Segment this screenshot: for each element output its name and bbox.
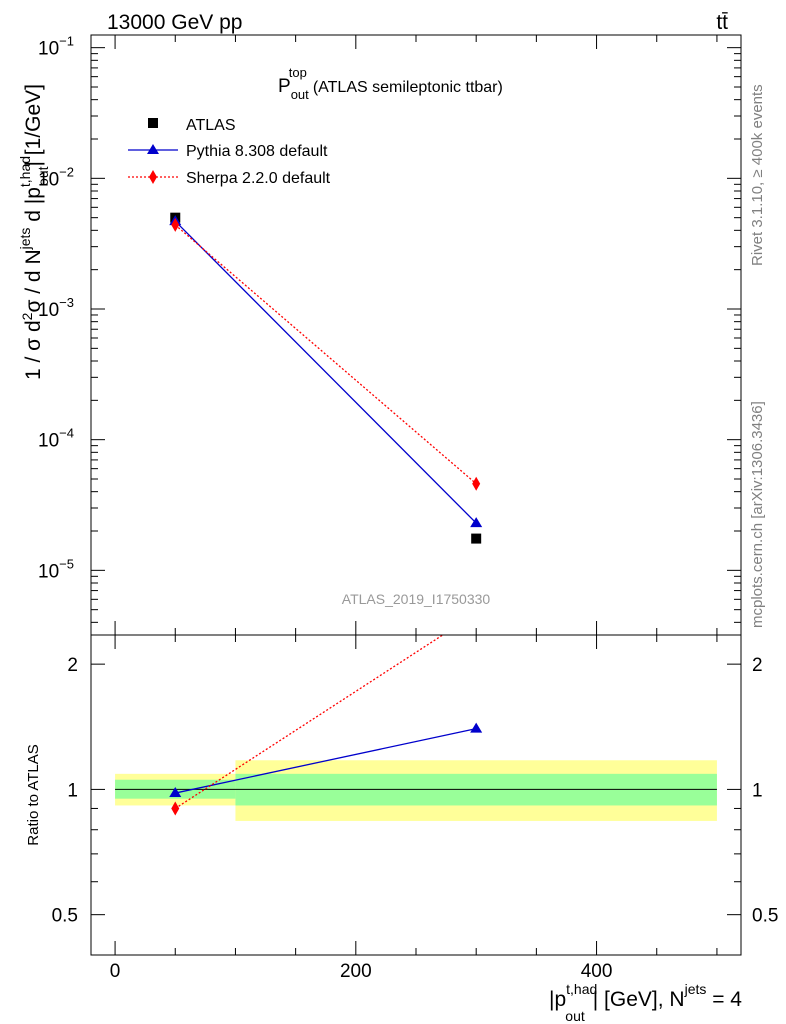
ratio-x-label: |pt,had out | [GeV], Njets = 4	[549, 981, 742, 1024]
xlabel-sup2: jets	[684, 981, 707, 997]
main-y-tick-base: 10	[38, 561, 59, 582]
ratio-line-pythia	[175, 727, 477, 794]
main-y-tick-exp: −1	[59, 34, 74, 49]
legend-marker-sherpa	[149, 170, 157, 184]
xlabel-sup: t,had	[566, 981, 597, 997]
plot-title: Pout top (ATLAS semileptonic ttbar)	[278, 65, 503, 102]
main-y-tick-label: 10−1	[38, 34, 74, 60]
plot-title-sub: out	[291, 87, 309, 102]
ratio-point-pythia	[470, 722, 483, 733]
ratio-series	[169, 635, 483, 816]
plot-title-main: P	[278, 76, 291, 97]
analysis-label: ATLAS_2019_I1750330	[342, 591, 491, 607]
mcplots-note: mcplots.cern.ch [arXiv:1306.3436]	[749, 401, 766, 628]
ratio-y-label: Ratio to ATLAS	[25, 744, 42, 845]
main-y-tick-exp: −3	[59, 295, 74, 310]
legend-label-atlas: ATLAS	[186, 117, 236, 134]
plot-title-rest: (ATLAS semileptonic ttbar)	[313, 79, 503, 96]
main-point-pythia	[470, 517, 483, 528]
main-y-tick-label: 10−5	[38, 556, 74, 582]
main-y-ticks: 10−510−410−310−210−1	[38, 34, 741, 623]
main-y-label: 1 / σ d2σ / d Njets d |pt,had out| [1/GeV…	[17, 84, 51, 380]
main-x-ticks	[114, 35, 718, 635]
main-y-tick-label: 10−3	[38, 295, 74, 321]
main-point-atlas	[471, 533, 482, 544]
main-line-pythia	[174, 220, 477, 524]
ratio-bands	[115, 760, 717, 821]
legend-label-sherpa: Sherpa 2.2.0 default	[186, 170, 331, 187]
main-y-tick-exp: −5	[59, 556, 74, 571]
main-y-tick-label: 10−2	[38, 164, 74, 190]
ratio-y-tick-label: 1	[67, 780, 78, 801]
xlabel-pre: |p	[549, 988, 566, 1011]
legend-marker-pythia	[147, 144, 159, 154]
ratio-x-tick-label: 0	[110, 961, 121, 982]
legend: ATLAS Pythia 8.308 default Sherpa 2.2.0 …	[128, 117, 331, 187]
xlabel-mid: | [GeV], N	[593, 988, 685, 1011]
ratio-x-ticks: 0 200 400	[110, 635, 718, 982]
ratio-x-tick-label: 200	[340, 961, 372, 982]
main-y-tick-base: 10	[38, 431, 59, 452]
ratio-point-pythia	[169, 787, 182, 798]
legend-label-pythia: Pythia 8.308 default	[186, 143, 328, 160]
ratio-panel: 0.5 0.5 1 1 2 2 0 200 400 Ratio to ATLAS |pt,ha…	[25, 634, 778, 1024]
main-series	[169, 212, 483, 544]
ratio-y-tick-label-right: 2	[752, 655, 763, 676]
main-y-tick-base: 10	[38, 169, 59, 190]
xlabel-sub: out	[565, 1008, 585, 1024]
main-y-tick-exp: −4	[59, 426, 74, 441]
ratio-series-clip	[169, 635, 483, 816]
process-label: tt̄	[716, 11, 728, 34]
ratio-point-sherpa	[171, 801, 180, 816]
main-y-tick-exp: −2	[59, 164, 74, 179]
main-panel: 10−510−410−310−210−1 Pouttop(ATLAS semil…	[17, 34, 742, 636]
legend-marker-atlas	[148, 118, 158, 128]
main-y-tick-label: 10−4	[38, 426, 74, 452]
ratio-y-ticks: 0.5 0.5 1 1 2 2	[52, 655, 778, 956]
main-y-tick-base: 10	[38, 300, 59, 321]
energy-label: 13000 GeV pp	[107, 11, 242, 34]
main-point-sherpa	[171, 217, 180, 232]
ratio-y-tick-label-right: 0.5	[752, 906, 778, 927]
ratio-y-tick-label: 0.5	[52, 906, 78, 927]
main-y-tick-base: 10	[38, 39, 59, 60]
plot-title-sup: top	[289, 65, 307, 80]
ratio-x-tick-label: 400	[581, 961, 613, 982]
xlabel-post: = 4	[706, 988, 742, 1011]
ratio-y-tick-label: 2	[67, 655, 78, 676]
ratio-y-tick-label-right: 1	[752, 780, 763, 801]
main-line-sherpa	[174, 224, 477, 485]
main-point-sherpa	[472, 476, 481, 491]
rivet-note: Rivet 3.1.10, ≥ 400k events	[749, 84, 766, 266]
